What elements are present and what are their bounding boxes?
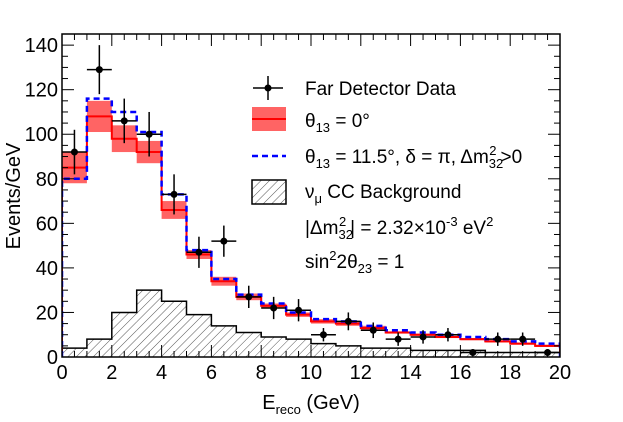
data-point [170,190,178,198]
background-bin [186,314,212,357]
x-tick-label: 6 [206,362,217,384]
data-point [245,293,253,301]
x-tick-label: 0 [56,362,67,384]
legend-entry-theta13-nonzero: θ13 = 11.5°, δ = π, Δm322 >0 [252,143,522,171]
background-bin [261,336,287,357]
legend-hatch-swatch [251,179,287,205]
data-point [419,333,427,341]
background-bin [311,343,336,357]
x-tick-label: 16 [449,362,471,384]
x-tick-label: 14 [399,362,421,384]
legend: Far Detector Data θ13 = 0° θ13 = 11.5°, … [251,76,522,276]
background-bin [136,290,162,357]
data-point [145,130,153,138]
y-tick-label: 120 [25,80,58,102]
data-point [344,317,352,325]
data-point [394,335,402,343]
legend-background-label: νμ CC Background [305,182,461,206]
x-axis-title-main: E [262,392,275,414]
legend-entry-theta13-zero: θ13 = 0° [252,107,370,135]
data-point [70,148,78,156]
data-point [369,326,377,334]
y-tick-label: 0 [47,347,58,369]
x-tick-label: 10 [300,362,322,384]
data-point [319,331,327,339]
legend-dm32-note: |Δm322 | = 2.32×10-3 eV2 [305,214,493,242]
legend-theta13-zero-label: θ13 = 0° [305,111,370,135]
x-tick-label: 4 [156,362,167,384]
y-tick-label: 140 [25,35,58,57]
x-tick-label: 8 [256,362,267,384]
x-tick-label: 12 [350,362,372,384]
background-bin [161,301,187,357]
data-point [95,66,103,74]
background-bin [286,339,311,357]
legend-entry-background: νμ CC Background [251,179,461,206]
x-tick-label: 2 [106,362,117,384]
y-tick-label: 60 [36,213,58,235]
y-tick-label: 100 [25,124,58,146]
x-axis-title-unit: (GeV) [301,392,360,414]
background-bin [86,339,112,357]
data-point [494,335,502,343]
background-bin [111,312,137,357]
data-point [444,331,452,339]
y-axis-title: Events/GeV [3,142,25,249]
y-tick-label: 40 [36,258,58,280]
legend-sin-note: sin22θ23 = 1 [305,248,404,276]
legend-data-label: Far Detector Data [305,79,456,100]
legend-entry-data: Far Detector Data [253,76,456,100]
x-tick-label: 18 [499,362,521,384]
y-tick-label: 80 [36,169,58,191]
x-axis-title-sub: reco [276,402,301,417]
y-tick-label: 20 [36,302,58,324]
data-point [220,237,228,245]
legend-data-marker [264,84,272,92]
data-point [270,304,278,312]
data-point [295,306,303,314]
data-point [120,117,128,125]
axes: 0 2 4 6 8 10 12 14 16 18 20 0 20 40 60 80 100 120 140 [25,34,571,384]
data-point [519,335,527,343]
legend-theta13-nonzero-label: θ13 = 11.5°, δ = π, Δm322 >0 [305,143,522,171]
x-axis-title: Ereco (GeV) [262,392,360,417]
theta13-nonzero-step [62,97,560,357]
theta13-nonzero-line [62,97,560,357]
data-point [195,248,203,256]
x-tick-label: 20 [549,362,571,384]
